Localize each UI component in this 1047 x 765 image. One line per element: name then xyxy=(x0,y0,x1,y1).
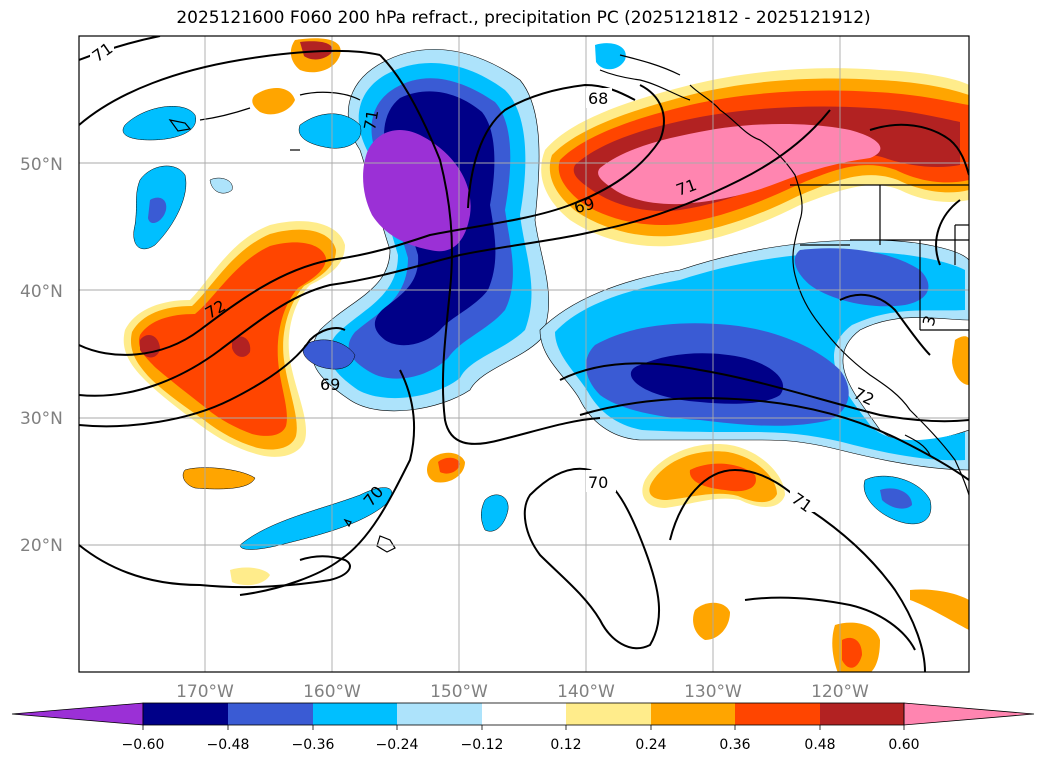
lon-label: 140°W xyxy=(557,682,615,702)
colorbar-segment xyxy=(903,702,1035,726)
colorbar: −0.60 −0.48 −0.36 −0.24 −0.12 0.12 0.24 … xyxy=(11,702,1035,753)
lon-label: 130°W xyxy=(684,682,742,702)
colorbar-tick-label: −0.36 xyxy=(292,737,335,753)
contour-labels: 71 68 71 69 71 72 69 70 70 71 72 3 xyxy=(89,39,940,516)
lat-label: 30°N xyxy=(20,409,63,429)
contour-label: 3 xyxy=(919,313,940,328)
colorbar-segment xyxy=(397,703,482,725)
lon-label: 120°W xyxy=(811,682,869,702)
latitude-labels: 50°N 40°N 30°N 20°N xyxy=(20,155,63,556)
contour-label: 70 xyxy=(588,473,608,492)
longitude-labels: 170°W 160°W 150°W 140°W 130°W 120°W xyxy=(176,682,869,702)
lon-label: 160°W xyxy=(303,682,361,702)
precip-field: 71 68 71 69 71 72 69 70 70 71 72 3 xyxy=(79,36,969,672)
colorbar-segment xyxy=(482,703,566,725)
lon-label: 170°W xyxy=(176,682,234,702)
contour-label: 69 xyxy=(320,375,340,394)
colorbar-segment xyxy=(313,703,397,725)
negative-anomaly-small xyxy=(122,106,932,550)
colorbar-tick-label: −0.12 xyxy=(461,737,504,753)
positive-anomaly-subtropical xyxy=(230,38,969,672)
lat-label: 40°N xyxy=(20,282,63,302)
colorbar-tick-label: 0.24 xyxy=(635,737,666,753)
colorbar-tick-label: −0.60 xyxy=(122,737,165,753)
contour-label: 69 xyxy=(572,194,597,218)
colorbar-segment xyxy=(143,703,228,725)
colorbar-segment xyxy=(228,703,313,725)
lon-label: 150°W xyxy=(430,682,488,702)
colorbar-tick-label: −0.48 xyxy=(207,737,250,753)
positive-anomaly-north xyxy=(541,68,969,247)
map-title: 2025121600 F060 200 hPa refract., precip… xyxy=(176,8,871,28)
colorbar-tick-label: −0.24 xyxy=(376,737,419,753)
negative-anomaly-east xyxy=(539,239,969,471)
gridlines xyxy=(79,36,969,672)
colorbar-tick-label: 0.36 xyxy=(719,737,750,753)
contour-label: 71 xyxy=(360,108,382,131)
colorbar-segment xyxy=(651,703,735,725)
colorbar-segment xyxy=(11,702,144,726)
colorbar-tick-label: 0.12 xyxy=(550,737,581,753)
colorbar-segment xyxy=(566,703,651,725)
lat-label: 50°N xyxy=(20,155,63,175)
colorbar-tick-label: 0.48 xyxy=(804,737,835,753)
coastlines xyxy=(168,54,969,553)
colorbar-tick-label: 0.60 xyxy=(888,737,919,753)
refractivity-contours xyxy=(79,36,969,672)
contour-label: 68 xyxy=(588,89,608,108)
colorbar-segment xyxy=(735,703,820,725)
lat-label: 20°N xyxy=(20,536,63,556)
colorbar-segment xyxy=(820,703,904,725)
negative-anomaly-central xyxy=(311,49,550,412)
plot-frame xyxy=(78,35,970,673)
